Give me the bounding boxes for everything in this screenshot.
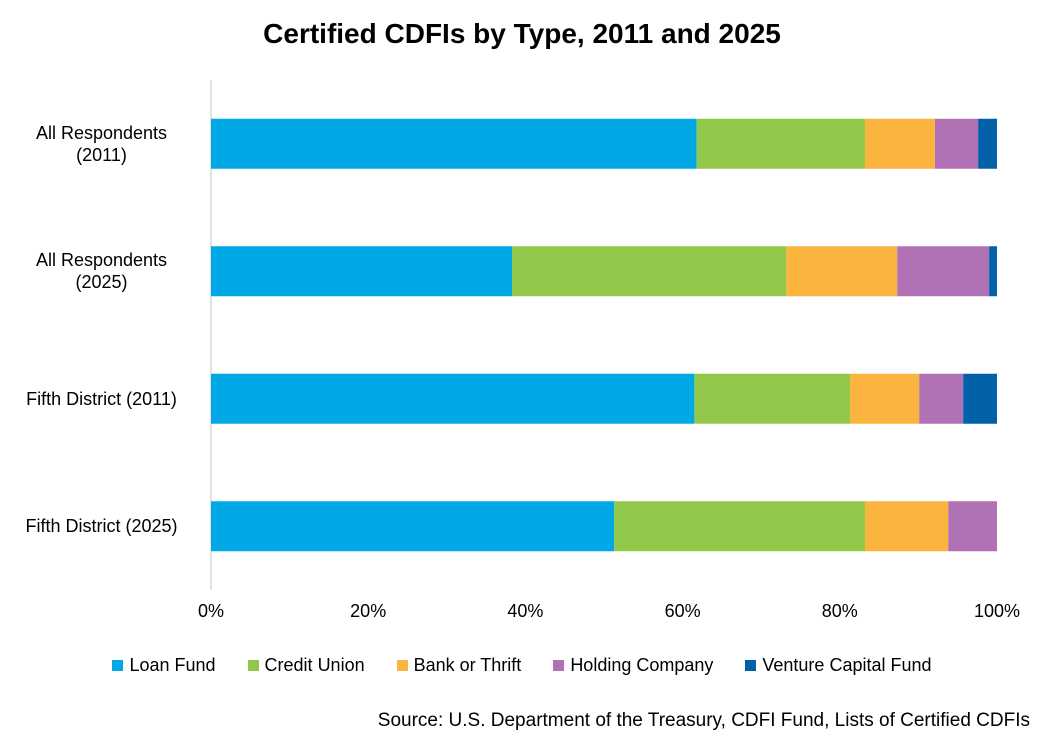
legend-item: Loan Fund bbox=[112, 655, 216, 676]
chart-title: Certified CDFIs by Type, 2011 and 2025 bbox=[263, 18, 781, 49]
x-tick-label: 100% bbox=[974, 601, 1020, 621]
legend-swatch bbox=[247, 660, 259, 671]
x-tick-label: 40% bbox=[507, 601, 543, 621]
bar-segment bbox=[694, 373, 851, 424]
bar-segment bbox=[864, 501, 949, 552]
bar-segment bbox=[850, 373, 920, 424]
bar-segment bbox=[978, 118, 997, 169]
bar-segment bbox=[897, 246, 990, 297]
bar-segment bbox=[864, 118, 935, 169]
y-tick-label: All Respondents (2025) bbox=[35, 250, 168, 293]
bar-segment bbox=[963, 373, 997, 424]
y-tick-label: All Respondents (2011) bbox=[35, 122, 168, 165]
legend-swatch bbox=[553, 660, 565, 671]
bar-segment bbox=[696, 118, 865, 169]
legend-swatch bbox=[396, 660, 408, 671]
bar-segment bbox=[934, 118, 979, 169]
legend-label: Holding Company bbox=[570, 655, 714, 675]
y-tick-label: Fifth District (2025) bbox=[25, 516, 178, 537]
bar-segment bbox=[614, 501, 865, 552]
legend-swatch bbox=[745, 660, 757, 671]
bar-segment bbox=[211, 501, 615, 552]
bar-segment bbox=[989, 246, 997, 297]
legend-label: Venture Capital Fund bbox=[762, 655, 932, 675]
bar-segment bbox=[948, 501, 997, 552]
x-tick-label: 80% bbox=[822, 601, 858, 621]
legend-item: Holding Company bbox=[553, 655, 713, 676]
bar-segment bbox=[786, 246, 898, 297]
legend-swatch bbox=[112, 660, 124, 671]
bar-segment bbox=[919, 373, 964, 424]
legend-label: Bank or Thrift bbox=[413, 655, 522, 675]
bar-segment bbox=[211, 373, 695, 424]
y-tick-label: Fifth District (2011) bbox=[26, 388, 177, 409]
legend: Loan Fund Credit Union Bank or Thrift Holdi… bbox=[0, 655, 1044, 676]
legend-item: Venture Capital Fund bbox=[745, 655, 932, 676]
bar-segment bbox=[512, 246, 787, 297]
source-note: Source: U.S. Department of the Treasury,… bbox=[377, 710, 1030, 731]
bar-segment bbox=[211, 118, 697, 169]
x-tick-label: 20% bbox=[350, 601, 386, 621]
legend-item: Bank or Thrift bbox=[396, 655, 522, 676]
legend-item: Credit Union bbox=[247, 655, 365, 676]
legend-label: Loan Fund bbox=[129, 655, 216, 675]
legend-label: Credit Union bbox=[264, 655, 365, 675]
x-tick-label: 0% bbox=[198, 601, 224, 621]
x-tick-label: 60% bbox=[665, 601, 701, 621]
bar-segment bbox=[211, 246, 513, 297]
